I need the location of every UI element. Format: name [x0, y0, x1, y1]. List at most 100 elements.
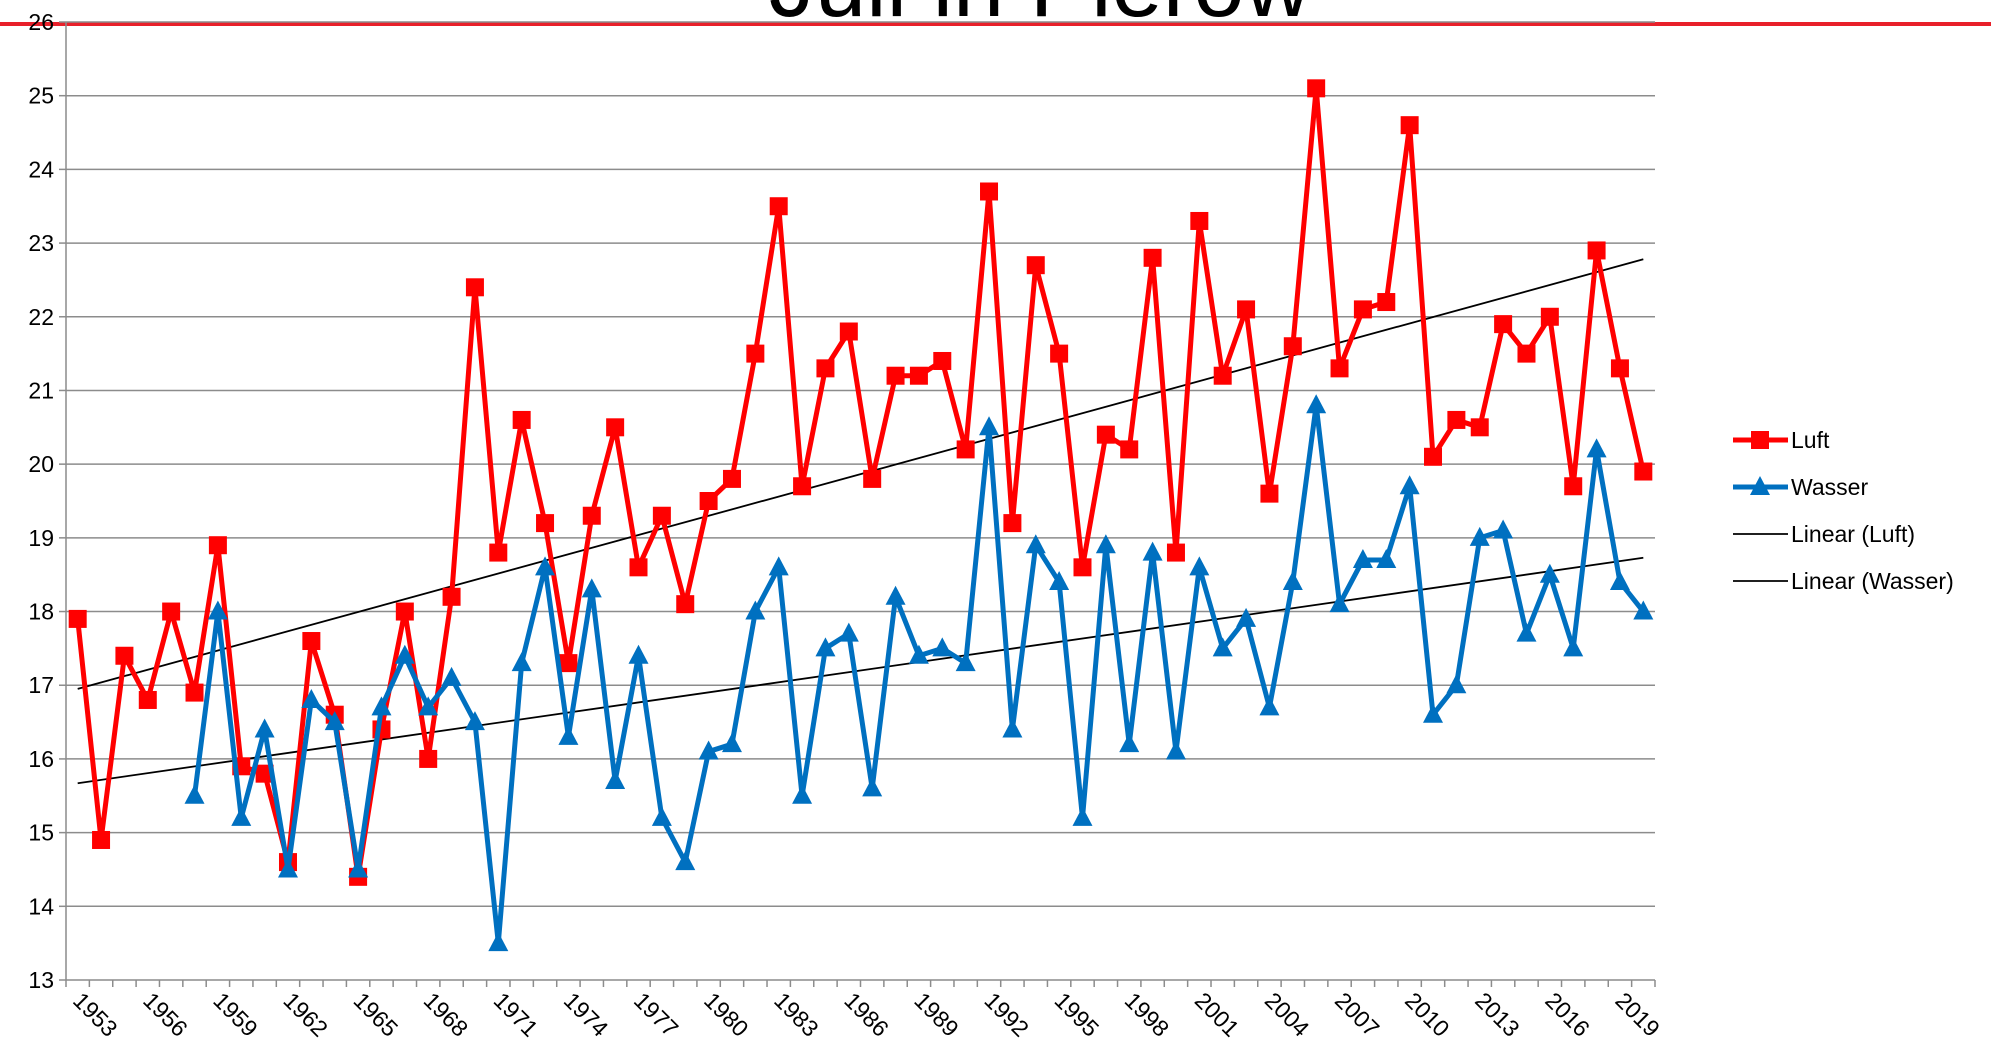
legend-label: Linear (Wasser)	[1791, 568, 1954, 594]
y-tick-label: 19	[28, 525, 54, 551]
marker	[184, 784, 205, 804]
marker	[1025, 534, 1046, 554]
marker	[92, 830, 111, 849]
marker	[1306, 394, 1327, 414]
trend-line	[77, 258, 1644, 690]
y-tick-label: 26	[28, 9, 54, 35]
marker	[862, 777, 883, 797]
marker	[699, 492, 718, 510]
marker	[1493, 519, 1514, 539]
marker	[1447, 410, 1466, 429]
y-tick-label: 16	[28, 746, 54, 772]
marker	[1282, 571, 1303, 591]
marker	[956, 440, 975, 459]
marker	[419, 749, 438, 768]
marker	[559, 654, 578, 673]
marker	[489, 543, 508, 562]
x-tick-label: 2013	[1470, 987, 1525, 1042]
marker	[908, 644, 929, 664]
marker	[1166, 543, 1185, 562]
marker	[1307, 79, 1326, 98]
marker	[488, 932, 509, 952]
x-tick-label: 1986	[839, 987, 894, 1042]
marker	[1750, 476, 1770, 495]
marker	[629, 558, 648, 577]
marker	[605, 770, 626, 790]
marker	[746, 344, 765, 363]
x-tick-label: 1995	[1050, 987, 1105, 1042]
marker	[1376, 548, 1397, 568]
marker	[1587, 241, 1606, 260]
marker	[933, 351, 952, 370]
marker	[441, 666, 462, 686]
marker	[1446, 674, 1467, 694]
marker	[1213, 366, 1232, 385]
y-tick-label: 14	[28, 893, 54, 919]
marker	[1120, 440, 1139, 459]
x-tick-label: 1977	[629, 987, 684, 1042]
marker	[885, 585, 906, 605]
x-tick-label: 2016	[1540, 987, 1595, 1042]
marker	[1095, 534, 1116, 554]
marker	[1399, 475, 1420, 495]
marker	[1165, 740, 1186, 760]
legend-label: Linear (Luft)	[1791, 521, 1915, 547]
marker	[768, 556, 789, 576]
x-tick-label: 1968	[419, 987, 474, 1042]
x-tick-label: 1974	[559, 987, 614, 1042]
marker	[324, 711, 345, 731]
marker	[1564, 477, 1583, 496]
y-tick-label: 17	[28, 672, 54, 698]
x-tick-label: 1998	[1120, 987, 1175, 1042]
x-tick-label: 1989	[909, 987, 964, 1042]
marker	[115, 646, 134, 665]
marker	[1119, 733, 1140, 753]
marker	[628, 644, 649, 664]
x-tick-label: 2004	[1260, 987, 1315, 1042]
marker	[722, 469, 741, 488]
marker	[1423, 703, 1444, 723]
marker	[1377, 293, 1396, 312]
y-tick-label: 22	[28, 304, 54, 330]
marker	[1353, 300, 1372, 319]
marker	[582, 506, 601, 525]
x-tick-label: 2007	[1330, 987, 1385, 1042]
marker	[418, 696, 439, 716]
marker	[536, 514, 555, 533]
marker	[651, 806, 672, 826]
marker	[231, 806, 252, 826]
series-line	[192, 402, 1646, 946]
marker	[1236, 607, 1257, 627]
x-tick-label: 2001	[1190, 987, 1245, 1042]
marker	[909, 366, 928, 385]
marker	[863, 469, 882, 488]
marker	[394, 644, 415, 664]
x-tick-label: 2010	[1400, 987, 1455, 1042]
marker	[1634, 462, 1653, 481]
marker	[745, 600, 766, 620]
legend-label: Luft	[1791, 427, 1830, 453]
marker	[1424, 447, 1443, 466]
marker	[606, 418, 625, 437]
marker	[652, 506, 671, 525]
marker	[1260, 484, 1279, 503]
marker	[1352, 548, 1373, 568]
marker	[1050, 344, 1069, 363]
marker	[302, 632, 321, 651]
x-tick-label: 1992	[979, 987, 1034, 1042]
marker	[1283, 337, 1302, 356]
marker	[932, 637, 953, 657]
y-tick-label: 25	[28, 83, 54, 109]
y-tick-label: 13	[28, 967, 54, 993]
marker	[558, 725, 579, 745]
y-tick-label: 15	[28, 820, 54, 846]
marker	[979, 416, 1000, 436]
marker	[581, 578, 602, 598]
marker	[769, 197, 788, 216]
marker	[838, 622, 859, 642]
marker	[1049, 571, 1070, 591]
x-tick-label: 1959	[208, 987, 263, 1042]
x-tick-label: 1983	[769, 987, 824, 1042]
marker	[1142, 541, 1163, 561]
marker	[1610, 359, 1629, 378]
